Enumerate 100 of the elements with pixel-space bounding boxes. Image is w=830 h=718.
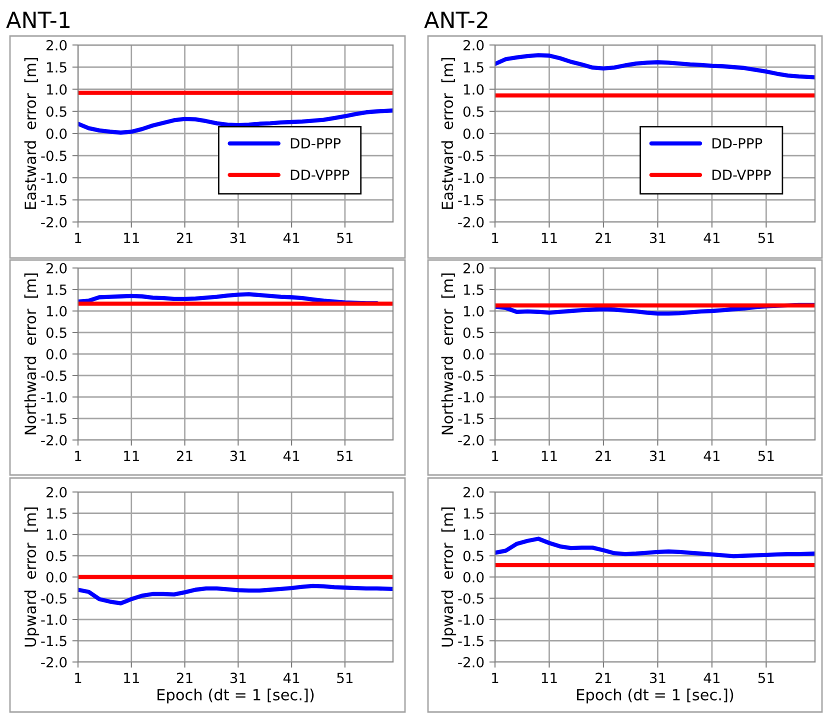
y-tick-label: 2.0: [464, 40, 484, 50]
x-tick-label: 21: [596, 232, 612, 243]
y-tick-label: 1.0: [464, 306, 484, 316]
x-tick-label: 51: [337, 232, 353, 244]
y-tick-label: 0.5: [463, 327, 484, 338]
x-tick-label: 11: [542, 450, 557, 461]
legend-label: DD-PPP: [712, 138, 762, 148]
y-axis-title: Upward error [m]: [24, 507, 40, 646]
x-tick-label: 31: [650, 450, 666, 462]
y-tick-label: 0.5: [46, 327, 66, 338]
x-tick-label: 51: [758, 450, 774, 462]
y-tick-label: 2.0: [46, 262, 67, 274]
x-tick-label: 1: [492, 450, 498, 461]
y-tick-label: -0.5: [458, 593, 484, 604]
y-tick-label: 1.0: [47, 306, 67, 316]
y-axis-title: Northward error [m]: [441, 274, 455, 434]
y-axis-title: Eastward error [m]: [441, 58, 455, 209]
x-tick-label: 11: [542, 672, 557, 683]
x-tick-label: 31: [230, 672, 246, 684]
y-tick-label: -1.5: [458, 414, 484, 424]
y-tick-label: 0.0: [463, 348, 484, 360]
y-tick-label: 0.0: [463, 572, 484, 582]
y-axis-title: Eastward error [m]: [24, 58, 38, 209]
y-tick-label: -1.5: [458, 636, 484, 646]
y-tick-label: 2.0: [464, 262, 484, 274]
y-tick-label: 1.5: [464, 508, 484, 519]
y-tick-label: -0.5: [41, 593, 66, 604]
x-tick-label: 41: [704, 232, 720, 243]
line-series: [495, 53, 815, 80]
line-series: [495, 536, 815, 558]
x-tick-label: 41: [704, 672, 720, 683]
y-tick-label: 0.5: [46, 106, 66, 117]
x-tick-label: 41: [283, 672, 300, 683]
x-tick-label: 11: [124, 232, 139, 243]
y-tick-label: -1.0: [41, 392, 67, 402]
y-tick-label: -0.5: [41, 150, 66, 162]
y-tick-label: 1.0: [47, 529, 67, 540]
y-tick-label: -1.0: [41, 614, 67, 625]
x-tick-label: 11: [124, 450, 139, 461]
x-tick-label: 31: [650, 232, 666, 244]
y-tick-label: 2.0: [46, 40, 67, 50]
x-tick-label: 21: [596, 672, 612, 683]
y-tick-label: 1.5: [47, 62, 66, 73]
line-series: [78, 108, 393, 135]
legend-label: DD-VPPP: [712, 170, 771, 180]
y-tick-label: -2.0: [458, 216, 484, 228]
x-tick-label: 31: [230, 450, 246, 462]
x-tick-label: 31: [650, 672, 666, 684]
x-axis-title: Epoch (dt = 1 [sec.]): [577, 688, 734, 704]
x-tick-label: 21: [176, 232, 192, 243]
y-tick-label: -2.0: [41, 434, 67, 446]
y-tick-label: 1.0: [464, 84, 484, 95]
legend-label: DD-VPPP: [290, 170, 350, 180]
y-tick-label: 0.0: [46, 348, 67, 360]
y-tick-label: 2.0: [46, 486, 67, 498]
y-tick-label: -0.5: [458, 150, 484, 162]
x-tick-label: 51: [758, 232, 774, 244]
x-tick-label: 41: [283, 232, 300, 243]
y-tick-label: 0.0: [46, 128, 67, 139]
x-tick-label: 11: [124, 672, 139, 683]
x-tick-label: 31: [230, 232, 246, 244]
y-tick-label: 0.5: [463, 550, 484, 562]
y-tick-label: 0.5: [463, 106, 484, 117]
y-tick-label: -1.5: [41, 414, 66, 424]
x-tick-label: 51: [337, 450, 353, 462]
y-tick-label: -1.0: [458, 392, 484, 402]
y-tick-label: -1.5: [458, 195, 484, 206]
y-tick-label: 0.0: [46, 572, 67, 582]
y-axis-title: Upward error [m]: [441, 507, 456, 646]
y-tick-label: -1.0: [458, 172, 484, 184]
y-tick-label: -0.5: [41, 370, 66, 381]
y-tick-label: 1.5: [47, 508, 66, 519]
y-tick-label: -1.0: [41, 172, 67, 184]
x-tick-label: 41: [283, 450, 300, 461]
line-series: [78, 584, 393, 606]
x-axis-title: Epoch (dt = 1 [sec.]): [158, 688, 314, 704]
x-tick-label: 51: [758, 672, 774, 684]
x-tick-label: 21: [596, 450, 612, 461]
x-tick-label: 21: [176, 672, 192, 683]
x-tick-label: 1: [492, 672, 498, 683]
y-tick-label: 1.0: [464, 529, 484, 540]
x-tick-label: 1: [75, 450, 82, 461]
x-tick-label: 41: [704, 450, 720, 461]
x-tick-label: 51: [337, 672, 353, 684]
y-axis-title: Northward error [m]: [24, 274, 38, 434]
y-tick-label: 1.5: [464, 62, 484, 73]
x-tick-label: 1: [75, 232, 82, 243]
y-tick-label: -1.5: [41, 636, 66, 646]
x-tick-label: 11: [542, 232, 557, 243]
y-tick-label: 1.5: [47, 284, 66, 295]
y-tick-label: -1.5: [41, 195, 66, 206]
y-tick-label: 2.0: [464, 486, 484, 498]
y-tick-label: -2.0: [458, 434, 484, 446]
chart-title: ANT-2: [424, 11, 488, 28]
x-tick-label: 1: [75, 672, 82, 683]
y-tick-label: 0.5: [46, 550, 66, 562]
y-tick-label: 1.0: [47, 84, 67, 95]
y-tick-label: -2.0: [41, 216, 67, 228]
y-tick-label: 1.5: [464, 284, 484, 295]
y-tick-label: -2.0: [41, 656, 67, 668]
